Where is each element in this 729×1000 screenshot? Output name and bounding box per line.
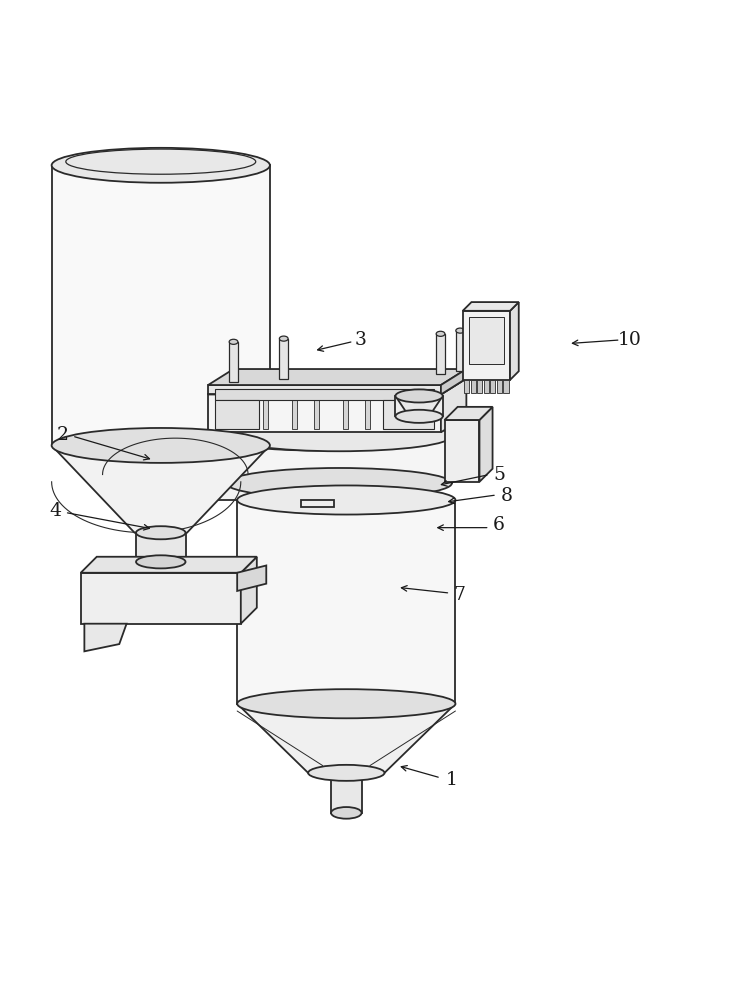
Polygon shape	[81, 557, 257, 573]
Polygon shape	[208, 460, 426, 500]
Polygon shape	[343, 398, 348, 429]
Text: 7: 7	[453, 586, 465, 604]
Polygon shape	[237, 500, 456, 704]
Polygon shape	[497, 380, 502, 393]
Ellipse shape	[226, 468, 452, 499]
Polygon shape	[208, 369, 467, 385]
Polygon shape	[52, 165, 270, 445]
Polygon shape	[364, 398, 370, 429]
Ellipse shape	[52, 148, 270, 183]
Polygon shape	[237, 565, 266, 591]
Polygon shape	[237, 704, 456, 773]
Polygon shape	[456, 331, 464, 371]
Polygon shape	[491, 380, 496, 393]
Polygon shape	[215, 400, 259, 429]
Ellipse shape	[395, 389, 443, 403]
Text: 3: 3	[355, 331, 367, 349]
Polygon shape	[469, 317, 504, 364]
Polygon shape	[241, 398, 246, 429]
Ellipse shape	[226, 421, 452, 451]
Ellipse shape	[395, 410, 443, 423]
Polygon shape	[484, 380, 489, 393]
Polygon shape	[395, 396, 443, 418]
Polygon shape	[208, 385, 441, 394]
Polygon shape	[81, 573, 241, 624]
Text: 10: 10	[618, 331, 642, 349]
Polygon shape	[136, 533, 185, 562]
Ellipse shape	[279, 336, 288, 341]
Ellipse shape	[226, 429, 408, 451]
Ellipse shape	[136, 555, 185, 568]
Text: 4: 4	[50, 502, 61, 520]
Ellipse shape	[436, 331, 445, 336]
Polygon shape	[408, 425, 423, 460]
Polygon shape	[395, 396, 443, 416]
Text: 2: 2	[57, 426, 69, 444]
Polygon shape	[463, 311, 510, 380]
Ellipse shape	[456, 328, 464, 333]
Polygon shape	[383, 400, 434, 429]
Polygon shape	[226, 425, 423, 440]
Polygon shape	[504, 380, 509, 393]
Polygon shape	[464, 380, 469, 393]
Polygon shape	[229, 342, 238, 382]
Polygon shape	[386, 398, 391, 429]
Polygon shape	[219, 398, 224, 429]
Ellipse shape	[308, 765, 384, 781]
Text: 1: 1	[446, 771, 458, 789]
Polygon shape	[208, 394, 441, 432]
Polygon shape	[445, 407, 493, 420]
Ellipse shape	[52, 428, 270, 463]
Polygon shape	[292, 398, 297, 429]
Ellipse shape	[229, 339, 238, 344]
Ellipse shape	[237, 485, 456, 515]
Polygon shape	[441, 378, 467, 432]
Polygon shape	[510, 302, 519, 380]
Polygon shape	[313, 398, 319, 429]
Polygon shape	[85, 624, 127, 651]
Polygon shape	[279, 339, 288, 379]
Polygon shape	[262, 398, 268, 429]
Polygon shape	[477, 380, 483, 393]
Polygon shape	[471, 380, 476, 393]
Polygon shape	[301, 500, 334, 507]
Polygon shape	[215, 389, 434, 400]
Ellipse shape	[331, 807, 362, 819]
Polygon shape	[226, 436, 452, 483]
Polygon shape	[463, 302, 519, 311]
Text: 6: 6	[494, 516, 505, 534]
Polygon shape	[241, 557, 257, 624]
Polygon shape	[445, 420, 480, 482]
Ellipse shape	[237, 689, 456, 718]
Polygon shape	[441, 369, 467, 394]
Polygon shape	[52, 445, 270, 533]
Text: 8: 8	[500, 487, 512, 505]
Text: 5: 5	[493, 466, 505, 484]
Polygon shape	[480, 407, 493, 482]
Polygon shape	[226, 440, 408, 460]
Ellipse shape	[136, 526, 185, 539]
Polygon shape	[208, 378, 467, 394]
Polygon shape	[331, 773, 362, 813]
Polygon shape	[436, 334, 445, 374]
